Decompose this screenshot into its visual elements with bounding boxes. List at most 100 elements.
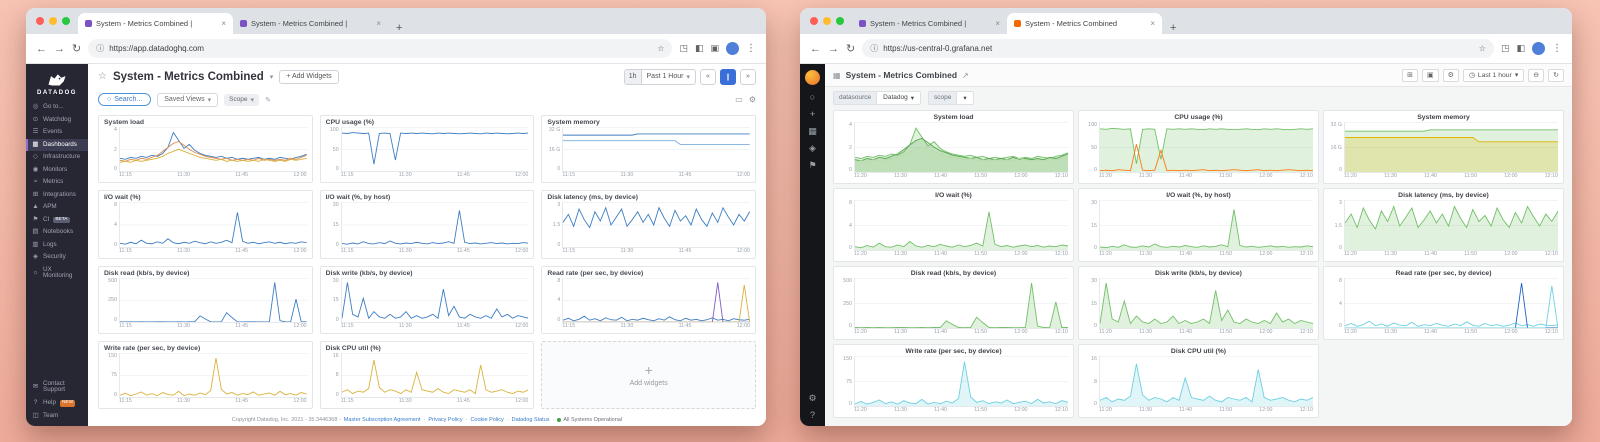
extension-icon[interactable]: ◧ bbox=[694, 43, 704, 53]
chart-card-io-wait[interactable]: I/O wait (%) 8 4 0 11:20 11:30 11:40 11:50 12:00… bbox=[833, 188, 1074, 262]
scope-picker[interactable]: scope ▾ bbox=[928, 90, 974, 105]
chart-card-disk-write[interactable]: Disk write (kb/s, by device) 30 15 0 11:20 11… bbox=[1078, 266, 1319, 340]
saved-views-button[interactable]: Saved Views ▾ bbox=[157, 92, 219, 107]
sidebar-item-ux-monitoring[interactable]: ☼ UX Monitoring bbox=[26, 264, 88, 283]
pause-button[interactable]: ∥ bbox=[720, 68, 736, 85]
zoom-out-button[interactable]: ⊖ bbox=[1528, 68, 1545, 82]
reload-button[interactable]: ↻ bbox=[72, 43, 82, 55]
extension-icon[interactable]: ◧ bbox=[1516, 43, 1525, 53]
extension-icon[interactable]: ◳ bbox=[1500, 43, 1510, 53]
browser-menu-icon[interactable]: ⋮ bbox=[746, 43, 756, 54]
back-button[interactable]: ← bbox=[810, 42, 821, 55]
sidebar-item-ci[interactable]: ⚑ CI BETA bbox=[26, 214, 88, 227]
site-info-icon[interactable]: ⓘ bbox=[96, 44, 105, 53]
chevron-down-icon[interactable]: ▾ bbox=[269, 73, 274, 81]
footer-link-master-subscription-agreement[interactable]: Master Subscription Agreement bbox=[343, 416, 421, 423]
rewind-button[interactable]: « bbox=[700, 68, 716, 85]
tab-close-icon[interactable]: × bbox=[221, 19, 226, 28]
sidebar-item-logs[interactable]: ▥ Logs bbox=[26, 239, 88, 252]
close-window-button[interactable] bbox=[810, 17, 818, 25]
new-tab-button[interactable]: + bbox=[396, 22, 403, 34]
chart-card-io-wait[interactable]: I/O wait (%) 8 4 0 11:15 11:30 11:45 12:00 bbox=[98, 190, 313, 259]
chart-card-system-memory[interactable]: System memory 32 G 16 G 0 11:20 11:30 11:40 11:… bbox=[1323, 110, 1564, 184]
sidebar-item-integrations[interactable]: ⊞ Integrations bbox=[26, 189, 88, 202]
refresh-button[interactable]: ↻ bbox=[1548, 68, 1564, 82]
add-widgets-card[interactable]: + Add widgets bbox=[541, 340, 756, 409]
chart-card-disk-latency[interactable]: Disk latency (ms, by device) 3 1.5 0 11:15 11… bbox=[541, 190, 756, 259]
chart-card-io-wait-by-host[interactable]: I/O wait (%, by host) 30 15 0 11:20 11:30 11:4… bbox=[1078, 188, 1319, 262]
profile-avatar[interactable] bbox=[1532, 42, 1545, 55]
site-info-icon[interactable]: ⓘ bbox=[870, 44, 879, 53]
reload-button[interactable]: ↻ bbox=[846, 43, 856, 55]
bookmark-icon[interactable]: ☆ bbox=[657, 44, 665, 53]
chart-card-disk-cpu-util[interactable]: Disk CPU util (%) 16 8 0 11:20 11:30 11:40 11:5… bbox=[1078, 344, 1319, 418]
forward-button[interactable]: → bbox=[54, 42, 65, 55]
browser-tab[interactable]: System - Metrics Combined × bbox=[1007, 13, 1162, 34]
address-bar[interactable]: ⓘ https://us-central-0.grafana.net ☆ bbox=[862, 39, 1494, 58]
tv-mode-icon[interactable]: ▭ bbox=[735, 95, 743, 104]
search-input[interactable]: ○ Search... bbox=[98, 93, 152, 106]
time-range-picker[interactable]: ◷ Last 1 hour ▾ bbox=[1462, 68, 1525, 82]
sidebar-item-team[interactable]: ◫ Team bbox=[26, 410, 88, 423]
chart-card-io-wait-by-host[interactable]: I/O wait (%, by host) 30 15 0 11:15 11:30 11:4… bbox=[319, 190, 535, 259]
explore-icon[interactable]: ◈ bbox=[809, 143, 816, 153]
tab-close-icon[interactable]: × bbox=[376, 19, 381, 28]
scope-filter[interactable]: Scope ▾ bbox=[224, 93, 260, 106]
chart-card-disk-read[interactable]: Disk read (kb/s, by device) 500 250 0 11:20 1… bbox=[833, 266, 1074, 340]
minimize-window-button[interactable] bbox=[49, 17, 57, 25]
grafana-logo[interactable] bbox=[805, 70, 820, 85]
favorite-star-icon[interactable]: ☆ bbox=[98, 71, 107, 82]
search-icon[interactable]: ○ bbox=[809, 92, 816, 102]
sidebar-item-contact-support[interactable]: ✉ Contact Support bbox=[26, 378, 88, 397]
save-dashboard-button[interactable]: ▣ bbox=[1421, 68, 1439, 82]
alerts-icon[interactable]: ⚑ bbox=[808, 160, 817, 170]
create-icon[interactable]: + bbox=[809, 109, 816, 119]
dashboards-icon[interactable]: ▦ bbox=[808, 126, 817, 136]
chart-card-read-rate[interactable]: Read rate (per sec, by device) 8 4 0 11:15 11… bbox=[541, 265, 756, 334]
chart-card-disk-cpu-util[interactable]: Disk CPU util (%) 16 8 0 11:15 11:30 11:45 12:0… bbox=[319, 340, 535, 409]
add-panel-button[interactable]: ⊞ bbox=[1402, 68, 1418, 82]
dashboard-settings-button[interactable]: ⚙ bbox=[1442, 68, 1459, 82]
sidebar-item-events[interactable]: ☰ Events bbox=[26, 126, 88, 139]
share-icon[interactable]: ↗ bbox=[962, 70, 969, 80]
forward-button[interactable]: → bbox=[828, 42, 839, 55]
chart-card-system-load[interactable]: System load 4 2 0 11:20 11:30 11:40 11:50 12:00 1… bbox=[833, 110, 1074, 184]
sidebar-item-go-to[interactable]: ◎ Go to... bbox=[26, 101, 88, 114]
gear-icon[interactable]: ⚙ bbox=[748, 95, 756, 104]
back-button[interactable]: ← bbox=[36, 42, 47, 55]
chart-card-cpu-usage[interactable]: CPU usage (%) 100 50 0 11:20 11:30 11:40 11:50 1… bbox=[1078, 110, 1319, 184]
sidebar-item-notebooks[interactable]: ▤ Notebooks bbox=[26, 226, 88, 239]
chart-card-disk-read[interactable]: Disk read (kb/s, by device) 500 250 0 11:15 1… bbox=[98, 265, 313, 334]
sidebar-item-help[interactable]: ? Help NEW bbox=[26, 397, 88, 410]
browser-menu-icon[interactable]: ⋮ bbox=[1552, 43, 1562, 54]
address-bar[interactable]: ⓘ https://app.datadoghq.com ☆ bbox=[88, 39, 673, 58]
add-widgets-button[interactable]: + Add Widgets bbox=[279, 69, 339, 84]
chart-card-cpu-usage[interactable]: CPU usage (%) 100 50 0 11:15 11:30 11:45 12:00 bbox=[319, 115, 535, 184]
chart-card-disk-write[interactable]: Disk write (kb/s, by device) 30 15 0 11:15 11… bbox=[319, 265, 535, 334]
time-range-picker[interactable]: 1h Past 1 Hour ▾ bbox=[623, 68, 696, 85]
datasource-picker[interactable]: datasource Datadog ▾ bbox=[833, 90, 922, 105]
profile-avatar[interactable] bbox=[726, 42, 739, 55]
zoom-window-button[interactable] bbox=[836, 17, 844, 25]
close-window-button[interactable] bbox=[36, 17, 44, 25]
tab-close-icon[interactable]: × bbox=[1150, 19, 1155, 28]
chart-card-read-rate[interactable]: Read rate (per sec, by device) 8 4 0 11:20 11… bbox=[1323, 266, 1564, 340]
configuration-icon[interactable]: ⚙ bbox=[808, 393, 817, 403]
footer-link-cookie-policy[interactable]: Cookie Policy bbox=[470, 416, 504, 423]
bookmark-icon[interactable]: ☆ bbox=[1478, 44, 1486, 53]
extension-icon[interactable]: ▣ bbox=[710, 43, 719, 53]
sidebar-item-metrics[interactable]: ≈ Metrics bbox=[26, 176, 88, 189]
chart-card-write-rate[interactable]: Write rate (per sec, by device) 150 75 0 11:… bbox=[833, 344, 1074, 418]
extension-icon[interactable]: ◳ bbox=[679, 43, 688, 53]
browser-tab[interactable]: System - Metrics Combined | × bbox=[78, 13, 233, 34]
sidebar-item-infrastructure[interactable]: ◇ Infrastructure bbox=[26, 151, 88, 164]
sidebar-item-apm[interactable]: ▲ APM bbox=[26, 201, 88, 214]
edit-pencil-icon[interactable]: ✎ bbox=[265, 96, 271, 104]
zoom-window-button[interactable] bbox=[62, 17, 70, 25]
chart-card-system-memory[interactable]: System memory 32 G 16 G 0 11:15 11:30 11:45 12:… bbox=[541, 115, 756, 184]
minimize-window-button[interactable] bbox=[823, 17, 831, 25]
sidebar-item-dashboards[interactable]: ▦ Dashboards bbox=[26, 138, 88, 151]
forward-time-button[interactable]: » bbox=[740, 68, 756, 85]
browser-tab[interactable]: System - Metrics Combined | × bbox=[233, 13, 388, 34]
tab-close-icon[interactable]: × bbox=[995, 19, 1000, 28]
